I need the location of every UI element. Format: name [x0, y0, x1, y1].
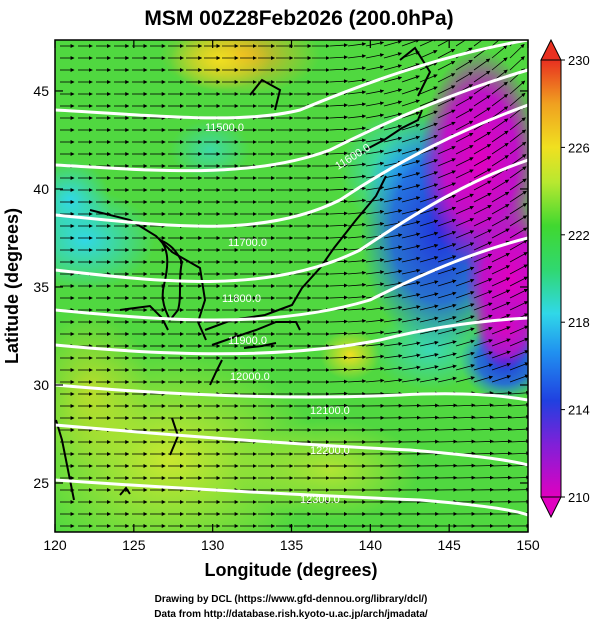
y-tick-label: 40 [33, 181, 49, 197]
y-axis-title: Latitude (degrees) [2, 208, 22, 364]
page-title: MSM 00Z28Feb2026 (200.0hPa) [144, 7, 453, 30]
colorbar-extend-top [541, 40, 561, 60]
x-tick-label: 140 [359, 537, 383, 553]
wind-arrow [330, 357, 347, 358]
contour-label: 12100.0 [310, 405, 350, 417]
colorbar: 230 226 222 218 214 210 [541, 40, 590, 517]
contour-label: 11800.0 [222, 293, 261, 305]
contour-label: 11700.0 [228, 237, 267, 249]
colorbar-label: 218 [568, 315, 590, 330]
x-tick-label: 125 [122, 537, 146, 553]
x-tick-label: 130 [201, 537, 225, 553]
colorbar-labels: 230 226 222 218 214 210 [561, 53, 590, 505]
colorbar-body [541, 60, 561, 497]
contour-label: 11900.0 [228, 335, 267, 347]
wind-arrow [510, 477, 530, 478]
y-tick-label: 25 [33, 475, 49, 491]
contour-label: 12000.0 [230, 371, 270, 383]
colorbar-label: 226 [568, 140, 590, 155]
x-tick-label: 135 [280, 537, 304, 553]
colorbar-label: 210 [568, 490, 590, 505]
y-tick-label: 30 [33, 377, 49, 393]
credit-line-1: Drawing by DCL (https://www.gfd-dennou.o… [155, 594, 428, 605]
wind-arrow [330, 333, 347, 334]
y-tick-label: 35 [33, 279, 49, 295]
x-tick-label: 120 [43, 537, 67, 553]
contour-label: 11500.0 [205, 122, 244, 134]
wind-arrow [438, 441, 457, 442]
wind-arrow [330, 321, 347, 322]
contour-label: 12300.0 [300, 494, 340, 506]
x-tick-label: 150 [516, 537, 540, 553]
y-tick-label: 45 [33, 83, 49, 99]
wind-arrow [474, 465, 493, 466]
colorbar-label: 230 [568, 53, 590, 68]
colorbar-label: 222 [568, 228, 590, 243]
temperature-field [15, 15, 555, 570]
x-axis-title: Longitude (degrees) [204, 560, 377, 580]
colorbar-extend-bottom [541, 497, 561, 517]
credit-line-2: Data from http://database.rish.kyoto-u.a… [154, 609, 428, 620]
x-tick-label: 145 [437, 537, 461, 553]
wind-arrow [420, 417, 439, 418]
contour-label: 12200.0 [310, 445, 350, 457]
colorbar-label: 214 [568, 403, 590, 418]
